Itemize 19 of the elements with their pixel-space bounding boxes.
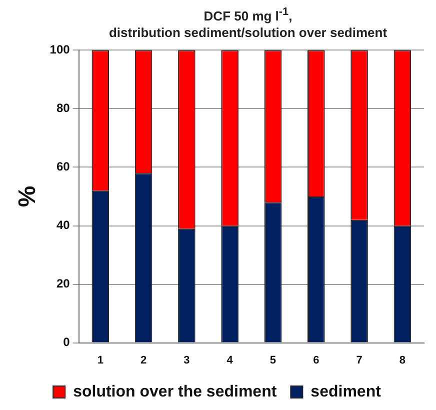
x-tick-label: 8 <box>399 354 406 366</box>
chart-subtitle: distribution sediment/solution over sediment <box>108 24 388 42</box>
x-tick-label: 5 <box>270 354 276 366</box>
x-tick-label: 7 <box>356 354 362 366</box>
x-tick-label: 1 <box>97 354 104 366</box>
y-axis-title: % <box>14 186 42 208</box>
y-tick-label: 80 <box>56 101 70 116</box>
legend-label: solution over the sediment <box>73 383 278 400</box>
x-tick-label: 3 <box>184 354 190 366</box>
y-tick-label: 0 <box>63 335 70 350</box>
y-tick-label: 100 <box>50 42 70 57</box>
y-tick-label: 60 <box>56 160 70 174</box>
y-tick-label: 40 <box>56 218 70 232</box>
chart-title: DCF 50 mg l$^{-1}$, <box>202 5 294 24</box>
x-tick-label: 2 <box>140 354 147 366</box>
legend-label: sediment <box>310 383 382 400</box>
y-tick-label: 20 <box>56 276 70 291</box>
x-tick-label: 4 <box>226 354 234 366</box>
x-tick-label: 6 <box>313 354 320 366</box>
